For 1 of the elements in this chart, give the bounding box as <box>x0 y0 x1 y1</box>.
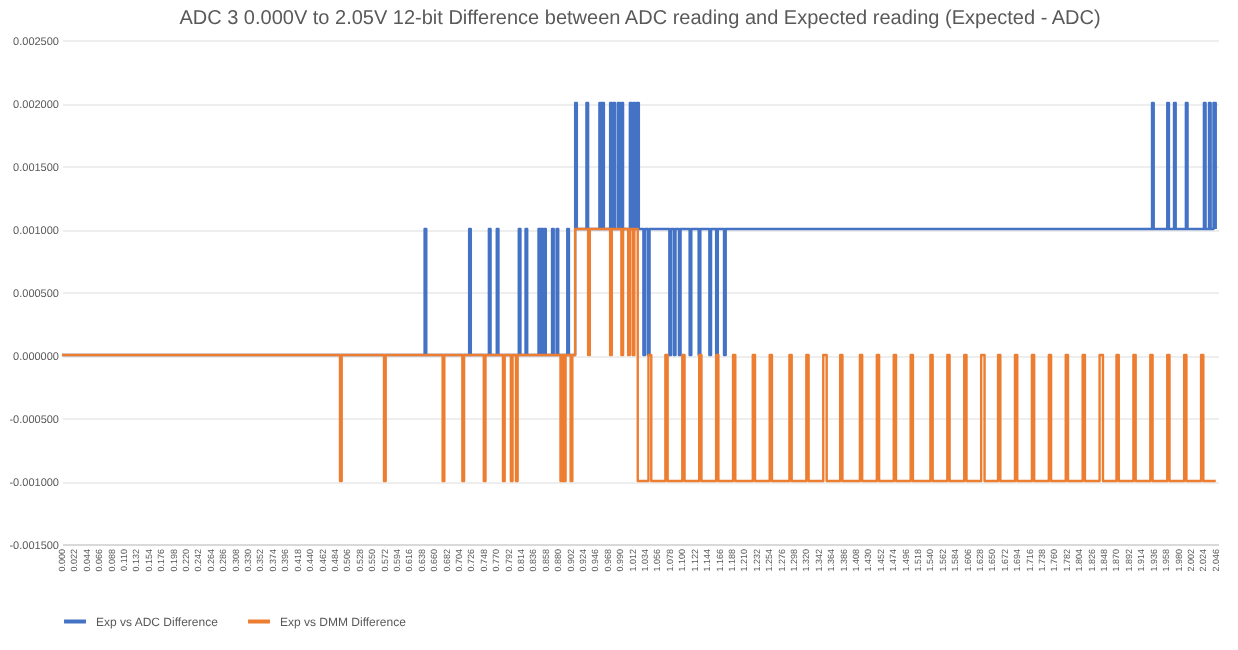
chart-title: ADC 3 0.000V to 2.05V 12-bit Difference between ADC reading and Expected reading (Expected - ADC) <box>179 8 1101 30</box>
